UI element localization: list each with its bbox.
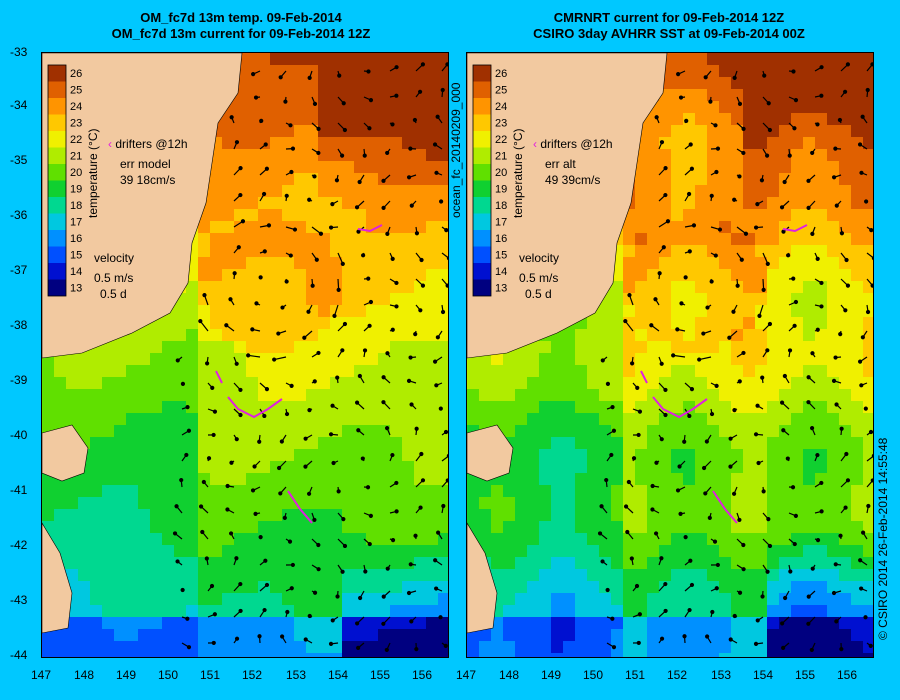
footer-label: © CSIRO 2014 26-Feb-2014 14:55:48	[876, 437, 890, 640]
x-tick-label: 152	[667, 668, 688, 682]
left-drifters-legend: ‹ drifters @12h	[108, 137, 188, 151]
x-tick-label: 156	[412, 668, 433, 682]
right-map-panel: 26 25 24 23 22 21 20 19 18 17 16 15 14 13 ‹ drifters …	[466, 52, 874, 658]
colorbar: 26 25 24 23 22 21 20 19 18 17 16 15 14 13	[47, 64, 82, 297]
x-tick-label: 154	[328, 668, 349, 682]
left-drifters-label: drifters @12h	[115, 137, 188, 151]
colorbar-tick: 23	[70, 118, 82, 130]
right-velocity-scale: 0.5 m/s	[519, 271, 559, 285]
coastline	[467, 53, 668, 634]
x-tick-label: 151	[625, 668, 646, 682]
x-tick-label: 148	[74, 668, 95, 682]
colorbar-tick: 25	[495, 85, 507, 97]
colorbar-tick: 20	[70, 167, 82, 179]
x-tick-label: 150	[158, 668, 179, 682]
colorbar-tick: 20	[495, 167, 507, 179]
velocity-arrows	[172, 62, 448, 653]
x-tick-label: 148	[499, 668, 520, 682]
colorbar-tick: 18	[70, 200, 82, 212]
right-velocity-label: velocity	[519, 251, 560, 265]
x-tick-label: 154	[753, 668, 774, 682]
right-drifters-label: drifters @12h	[540, 137, 613, 151]
drifter-legend-icon: ‹	[533, 137, 537, 151]
left-velocity-scale: 0.5 m/s	[94, 271, 134, 285]
x-tick-label: 156	[837, 668, 858, 682]
colorbar-tick: 13	[70, 283, 82, 295]
colorbar-tick: 17	[495, 217, 507, 229]
right-title-line2: CSIRO 3day AVHRR SST at 09-Feb-2014 00Z	[533, 26, 805, 41]
left-title-line1: OM_fc7d 13m temp. 09-Feb-2014	[140, 10, 342, 25]
colorbar-tick: 19	[495, 184, 507, 196]
drifter-tracks	[215, 224, 383, 524]
x-tick-label: 149	[541, 668, 562, 682]
colorbar-tick: 22	[70, 134, 82, 146]
colorbar-tick: 22	[495, 134, 507, 146]
left-velocity-label: velocity	[94, 251, 135, 265]
drifter-legend-icon: ‹	[108, 137, 112, 151]
colorbar-tick: 14	[70, 266, 82, 278]
run-id-label: ocean_fc_20140209_000	[449, 82, 463, 218]
colorbar-tick: 14	[495, 266, 507, 278]
colorbar-tick: 25	[70, 85, 82, 97]
colorbar-tick: 21	[495, 151, 507, 163]
colorbar-tick: 24	[495, 101, 507, 113]
left-map-panel: 26 25 24 23 22 21 20 19 18 17 16 15 14 13 ‹ drifters …	[41, 52, 449, 658]
y-tick-label: -39	[10, 373, 28, 387]
y-tick-label: -41	[10, 483, 28, 497]
x-tick-label: 150	[583, 668, 604, 682]
x-tick-label: 153	[286, 668, 307, 682]
colorbar-tick: 21	[70, 151, 82, 163]
x-tick-label: 153	[711, 668, 732, 682]
x-tick-label: 151	[200, 668, 221, 682]
colorbar-tick: 19	[70, 184, 82, 196]
y-tick-label: -35	[10, 153, 28, 167]
x-tick-label: 155	[370, 668, 391, 682]
right-err-label: err alt	[545, 157, 576, 171]
colorbar-tick: 23	[495, 118, 507, 130]
drifter-tracks	[640, 224, 808, 524]
y-tick-label: -43	[10, 593, 28, 607]
colorbar-tick: 24	[70, 101, 82, 113]
left-map-field: 26 25 24 23 22 21 20 19 18 17 16 15 14 13	[42, 53, 448, 657]
y-tick-label: -40	[10, 428, 28, 442]
y-tick-label: -42	[10, 538, 28, 552]
y-tick-label: -38	[10, 318, 28, 332]
right-drifters-legend: ‹ drifters @12h	[533, 137, 613, 151]
colorbar-tick: 16	[70, 233, 82, 245]
x-tick-label: 147	[31, 668, 52, 682]
right-err-value: 49 39cm/s	[545, 173, 601, 187]
left-velocity-days: 0.5 d	[100, 287, 127, 301]
y-tick-label: -37	[10, 263, 28, 277]
y-tick-label: -36	[10, 208, 28, 222]
colorbar-tick: 15	[70, 250, 82, 262]
left-colorbar-label: temperature (°C)	[86, 128, 100, 219]
right-title-line1: CMRNRT current for 09-Feb-2014 12Z	[553, 10, 785, 25]
x-tick-label: 152	[242, 668, 263, 682]
y-tick-label: -34	[10, 98, 28, 112]
right-title: CMRNRT current for 09-Feb-2014 12Z CSIRO…	[464, 10, 874, 42]
colorbar-tick: 26	[70, 68, 82, 80]
left-err-value: 39 18cm/s	[120, 173, 176, 187]
x-tick-label: 155	[795, 668, 816, 682]
colorbar-tick: 15	[495, 250, 507, 262]
colorbar: 26 25 24 23 22 21 20 19 18 17 16 15 14 13	[472, 64, 507, 297]
y-tick-label: -44	[10, 648, 28, 662]
colorbar-tick: 18	[495, 200, 507, 212]
velocity-arrows	[597, 62, 873, 653]
left-title: OM_fc7d 13m temp. 09-Feb-2014 OM_fc7d 13…	[40, 10, 442, 42]
right-map-field: 26 25 24 23 22 21 20 19 18 17 16 15 14 13	[467, 53, 873, 657]
x-tick-label: 147	[456, 668, 477, 682]
colorbar-tick: 17	[70, 217, 82, 229]
right-velocity-days: 0.5 d	[525, 287, 552, 301]
colorbar-tick: 13	[495, 283, 507, 295]
left-err-label: err model	[120, 157, 171, 171]
left-title-line2: OM_fc7d 13m current for 09-Feb-2014 12Z	[111, 26, 371, 41]
colorbar-tick: 26	[495, 68, 507, 80]
x-tick-label: 149	[116, 668, 137, 682]
right-colorbar-label: temperature (°C)	[511, 128, 525, 219]
y-tick-label: -33	[10, 45, 28, 59]
colorbar-tick: 16	[495, 233, 507, 245]
coastline	[42, 53, 243, 634]
